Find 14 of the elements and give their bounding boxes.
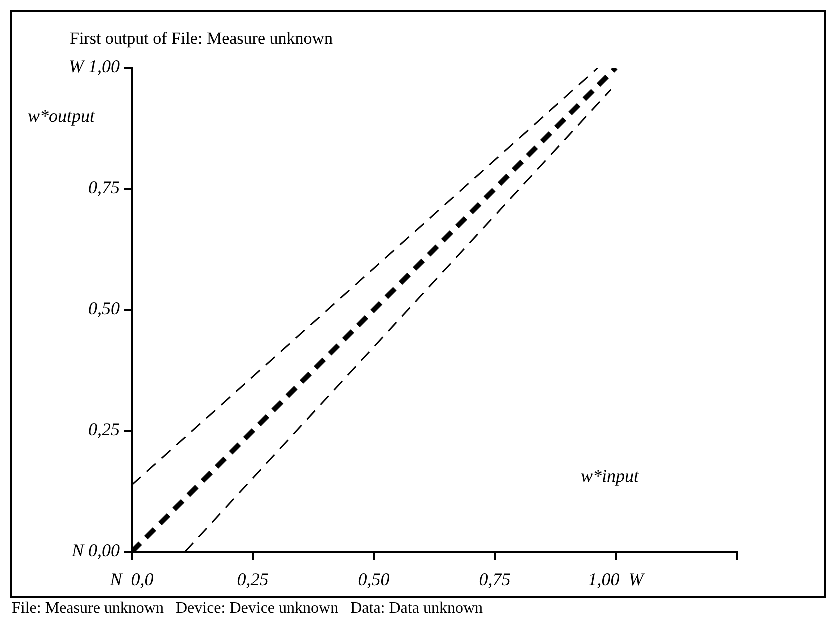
y-tick-label: N 0,00	[70, 540, 120, 561]
y-tick-label: 0,75	[88, 178, 120, 198]
x-tick-label: N 0,0	[109, 570, 154, 590]
x-tick-label: 0,25	[237, 570, 269, 590]
y-axis-title: w*output	[28, 106, 96, 126]
x-tick-label: 0,75	[479, 570, 511, 590]
text: File: Measure unknown Device: Device unknown Data: Data unknown	[12, 600, 483, 617]
y-tick-label: W 1,00	[69, 56, 120, 77]
chart-title: First output of File: Measure unknown	[70, 29, 334, 48]
x-tick-label: 1,00 W	[588, 570, 646, 590]
x-axis-title: w*input	[580, 466, 640, 486]
x-tick-label: 0,50	[358, 570, 390, 590]
y-tick-label: 0,50	[88, 298, 120, 319]
y-tick-label: 0,25	[88, 420, 120, 440]
